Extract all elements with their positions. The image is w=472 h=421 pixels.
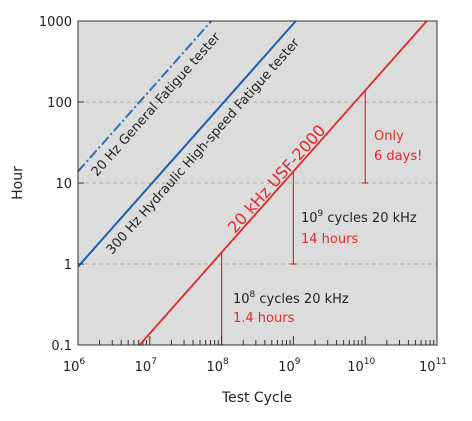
minor-ticks (99, 340, 435, 345)
x-axis-title: Test Cycle (221, 390, 292, 406)
x-tick-label: 1010 (347, 357, 375, 375)
y-tick-label: 1000 (39, 15, 72, 30)
series-line-1 (77, 20, 297, 268)
y-axis-title: Hour (10, 166, 26, 200)
x-axis-ticks: 106 107 108 109 1010 1011 (63, 336, 447, 375)
annotation-1e9: 109 cycles 20 kHz 14 hours (301, 209, 417, 247)
x-tick-label: 106 (63, 357, 86, 375)
annotation-1e9-line2: 14 hours (301, 232, 358, 247)
annotation-1e8-line2: 1.4 hours (233, 311, 295, 326)
annotation-1e8-line1: 108 cycles 20 kHz (233, 290, 349, 307)
y-tick-label: 0.1 (51, 339, 72, 354)
y-axis-ticks: 0.1 1 10 100 1000 (39, 15, 84, 354)
series-lines (77, 20, 428, 346)
annotation-1e10-line1: Only (374, 129, 404, 144)
y-tick-label: 100 (47, 96, 72, 111)
annotation-1e9-line1: 109 cycles 20 kHz (301, 209, 417, 226)
x-tick-label: 1011 (419, 357, 447, 375)
series-line-0 (77, 20, 213, 173)
y-tick-label: 1 (64, 258, 72, 273)
x-tick-label: 109 (278, 357, 301, 375)
x-tick-label: 108 (206, 357, 229, 375)
grid-lines (78, 101, 437, 265)
annotation-1e10-line2: 6 days! (374, 149, 422, 164)
series-line-2 (138, 20, 428, 346)
y-tick-label: 10 (55, 177, 72, 192)
annotation-1e10: Only 6 days! (374, 129, 422, 164)
x-tick-label: 107 (135, 357, 157, 375)
annotation-1e8: 108 cycles 20 kHz 1.4 hours (233, 290, 349, 326)
